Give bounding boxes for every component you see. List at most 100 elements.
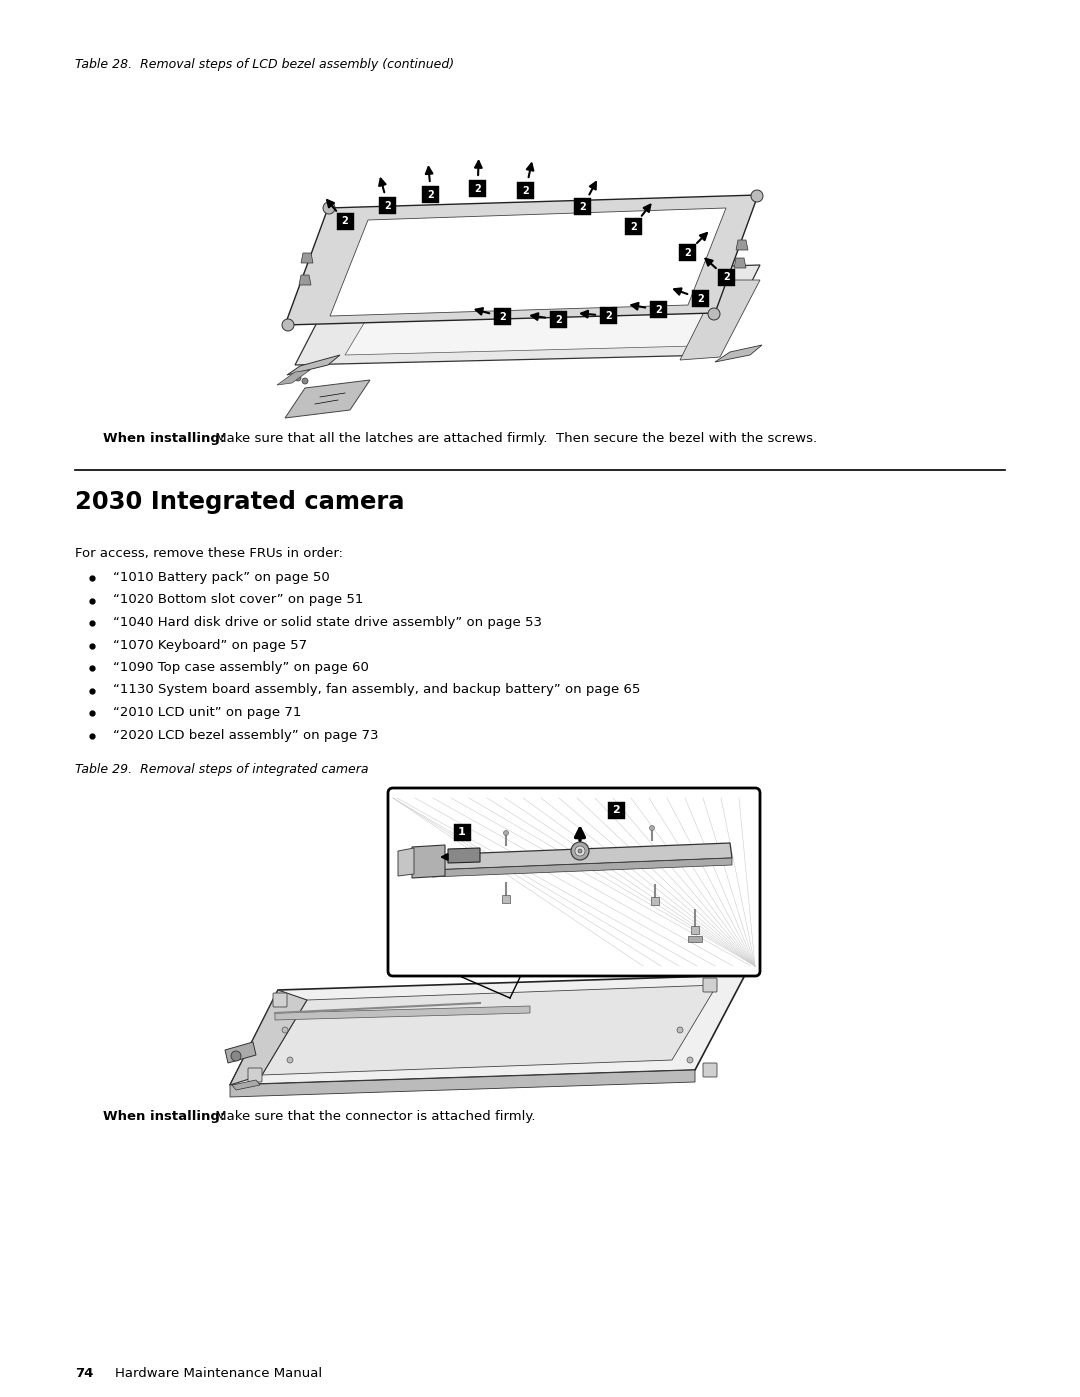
Circle shape	[282, 319, 294, 331]
Circle shape	[649, 826, 654, 830]
Polygon shape	[275, 1006, 530, 1020]
Polygon shape	[232, 1080, 260, 1090]
Text: 2: 2	[523, 186, 529, 196]
Polygon shape	[345, 278, 735, 355]
Text: 2: 2	[630, 222, 636, 232]
Text: “1020 Bottom slot cover” on page 51: “1020 Bottom slot cover” on page 51	[113, 594, 363, 606]
Text: “1040 Hard disk drive or solid state drive assembly” on page 53: “1040 Hard disk drive or solid state dri…	[113, 616, 542, 629]
Polygon shape	[225, 1042, 256, 1063]
Bar	[691, 926, 699, 935]
Text: 2: 2	[580, 201, 586, 212]
Circle shape	[302, 379, 308, 384]
Text: 2: 2	[384, 201, 391, 211]
Circle shape	[575, 847, 585, 856]
Text: 2: 2	[606, 312, 612, 321]
Text: Make sure that all the latches are attached firmly.  Then secure the bezel with : Make sure that all the latches are attac…	[211, 432, 818, 446]
Polygon shape	[735, 240, 748, 250]
Polygon shape	[299, 275, 311, 285]
Text: 2: 2	[428, 190, 434, 200]
FancyBboxPatch shape	[678, 244, 696, 261]
Text: 2: 2	[555, 314, 563, 324]
Text: 2: 2	[612, 805, 620, 814]
Bar	[651, 897, 659, 905]
FancyBboxPatch shape	[624, 218, 642, 235]
Text: 2: 2	[697, 293, 704, 303]
Circle shape	[287, 1058, 293, 1063]
FancyBboxPatch shape	[718, 268, 734, 286]
Polygon shape	[715, 345, 762, 362]
FancyBboxPatch shape	[600, 307, 618, 324]
Text: Table 28.  Removal steps of LCD bezel assembly (continued): Table 28. Removal steps of LCD bezel ass…	[75, 59, 454, 71]
Text: When installing:: When installing:	[103, 432, 226, 446]
Circle shape	[295, 374, 301, 381]
FancyBboxPatch shape	[517, 182, 535, 200]
FancyBboxPatch shape	[337, 212, 353, 231]
Circle shape	[503, 830, 509, 835]
FancyBboxPatch shape	[454, 823, 471, 841]
Text: 2: 2	[474, 184, 481, 194]
Polygon shape	[262, 985, 717, 1076]
Polygon shape	[680, 279, 760, 360]
Text: “2010 LCD unit” on page 71: “2010 LCD unit” on page 71	[113, 705, 301, 719]
Polygon shape	[448, 848, 480, 863]
FancyBboxPatch shape	[703, 1063, 717, 1077]
FancyBboxPatch shape	[469, 180, 486, 197]
Text: 2: 2	[499, 312, 507, 321]
Text: 2030 Integrated camera: 2030 Integrated camera	[75, 490, 405, 514]
Polygon shape	[276, 370, 310, 386]
Circle shape	[578, 849, 582, 854]
Polygon shape	[399, 848, 414, 876]
Text: 2: 2	[723, 272, 730, 282]
Circle shape	[677, 1027, 683, 1032]
Polygon shape	[230, 990, 307, 1085]
Text: “1130 System board assembly, fan assembly, and backup battery” on page 65: “1130 System board assembly, fan assembl…	[113, 683, 640, 697]
Text: “2020 LCD bezel assembly” on page 73: “2020 LCD bezel assembly” on page 73	[113, 728, 378, 742]
Circle shape	[687, 1058, 693, 1063]
Circle shape	[231, 1051, 241, 1060]
Polygon shape	[230, 975, 745, 1085]
Text: Hardware Maintenance Manual: Hardware Maintenance Manual	[114, 1368, 322, 1380]
FancyBboxPatch shape	[575, 198, 592, 215]
Polygon shape	[287, 355, 340, 374]
FancyBboxPatch shape	[422, 186, 440, 204]
Bar	[502, 895, 510, 902]
FancyBboxPatch shape	[692, 291, 708, 307]
Circle shape	[708, 307, 720, 320]
FancyBboxPatch shape	[551, 312, 567, 328]
FancyBboxPatch shape	[495, 309, 511, 326]
FancyBboxPatch shape	[388, 788, 760, 977]
Polygon shape	[430, 842, 732, 870]
Polygon shape	[330, 208, 726, 316]
Circle shape	[323, 203, 335, 214]
Text: 2: 2	[656, 305, 662, 314]
Polygon shape	[432, 858, 732, 877]
Bar	[688, 936, 702, 942]
Text: 2: 2	[341, 217, 349, 226]
FancyBboxPatch shape	[650, 302, 667, 319]
FancyBboxPatch shape	[248, 1067, 262, 1083]
Circle shape	[751, 190, 762, 203]
Text: “1090 Top case assembly” on page 60: “1090 Top case assembly” on page 60	[113, 661, 369, 673]
Circle shape	[571, 842, 589, 861]
Text: When installing:: When installing:	[103, 1111, 226, 1123]
Text: 74: 74	[75, 1368, 93, 1380]
Text: 1: 1	[458, 827, 465, 837]
Circle shape	[282, 1027, 288, 1032]
Polygon shape	[285, 196, 758, 326]
Text: “1010 Battery pack” on page 50: “1010 Battery pack” on page 50	[113, 571, 329, 584]
Text: Make sure that the connector is attached firmly.: Make sure that the connector is attached…	[211, 1111, 536, 1123]
Polygon shape	[230, 1070, 696, 1097]
Polygon shape	[301, 253, 313, 263]
FancyBboxPatch shape	[379, 197, 396, 214]
Text: For access, remove these FRUs in order:: For access, remove these FRUs in order:	[75, 548, 343, 560]
Polygon shape	[295, 265, 760, 365]
Text: 2: 2	[684, 247, 690, 258]
Polygon shape	[411, 845, 445, 877]
Text: “1070 Keyboard” on page 57: “1070 Keyboard” on page 57	[113, 638, 307, 651]
FancyBboxPatch shape	[607, 802, 624, 819]
Polygon shape	[285, 380, 370, 418]
FancyBboxPatch shape	[703, 978, 717, 992]
FancyBboxPatch shape	[273, 993, 287, 1007]
Text: Table 29.  Removal steps of integrated camera: Table 29. Removal steps of integrated ca…	[75, 763, 368, 775]
Polygon shape	[734, 258, 746, 268]
